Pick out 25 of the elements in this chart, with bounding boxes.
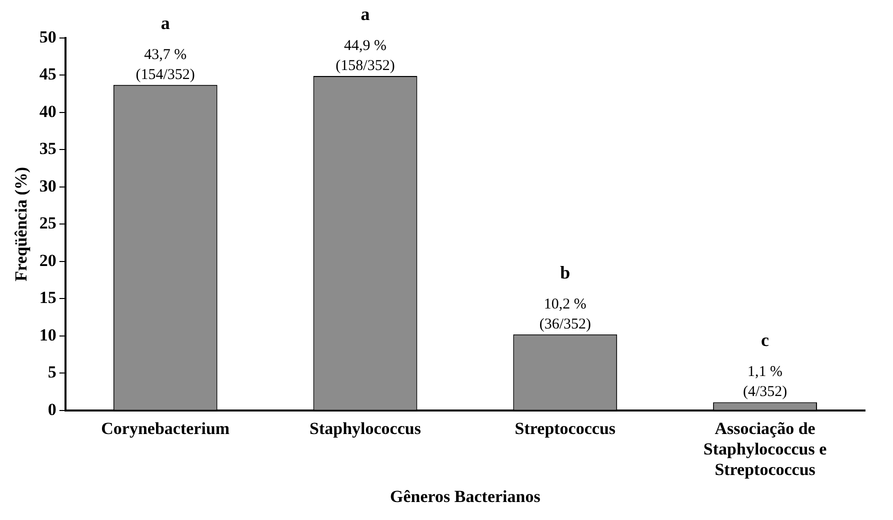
- y-tick-label: 0: [48, 400, 56, 419]
- y-tick-label: 10: [39, 325, 56, 344]
- x-tick-label: Associação de Staphylococcus e Streptococcus: [703, 418, 828, 479]
- y-tick-label: 35: [39, 139, 56, 158]
- y-tick-label: 15: [39, 288, 56, 308]
- data-label: 44,9 % (158/352): [336, 38, 395, 74]
- x-tick-label: Streptococcus: [514, 418, 616, 438]
- annotation: a: [360, 4, 370, 24]
- y-tick-label: 45: [39, 64, 56, 84]
- x-tick-label: Corynebacterium: [101, 418, 230, 438]
- y-tick-label: 30: [39, 176, 56, 196]
- y-tick-label: 5: [48, 362, 56, 382]
- annotation: a: [160, 12, 170, 33]
- data-label: 1,1 % (4/352): [742, 364, 788, 400]
- data-label: 43,7 % (154/352): [136, 46, 195, 83]
- y-tick-label: 25: [39, 214, 56, 233]
- x-tick-label: Staphylococcus: [310, 418, 422, 438]
- y-tick-label: 40: [39, 102, 56, 121]
- annotation: c: [761, 330, 770, 350]
- data-label: 10,2 % (36/352): [539, 296, 591, 332]
- y-axis-title: Freqüência (%): [12, 166, 31, 282]
- x-axis-title: Gêneros Bacterianos: [390, 487, 541, 506]
- y-tick-label: 50: [39, 27, 56, 46]
- annotation: b: [560, 262, 570, 282]
- y-tick-label: 20: [39, 250, 56, 270]
